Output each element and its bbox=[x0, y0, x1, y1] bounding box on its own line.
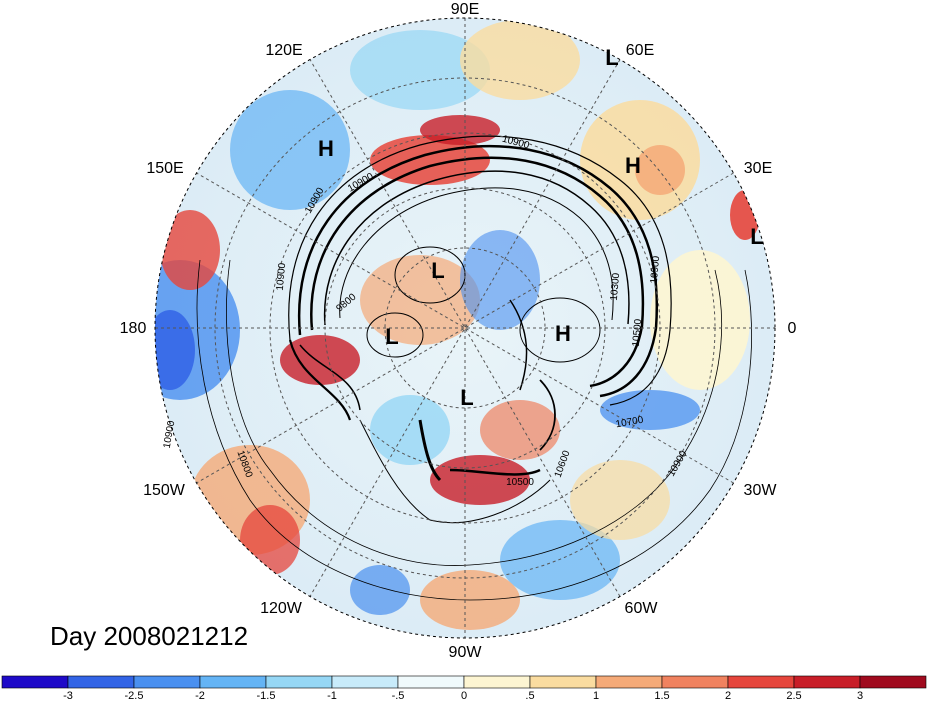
colorbar-tick-label: -1.5 bbox=[257, 690, 276, 702]
colorbar-swatch bbox=[397, 675, 465, 689]
contour-label: 10900 bbox=[162, 419, 178, 449]
colorbar-tick-label: 3 bbox=[857, 690, 863, 702]
colorbar-swatch bbox=[595, 675, 663, 689]
lon-label-150w: 150W bbox=[143, 482, 186, 499]
contour-label: 10300 bbox=[609, 272, 622, 301]
colorbar-tick-label: -.5 bbox=[392, 690, 405, 702]
colorbar-swatch bbox=[529, 675, 597, 689]
colorbar-tick-label: 0 bbox=[461, 690, 467, 702]
colorbar-swatch bbox=[199, 675, 267, 689]
low-center: L bbox=[460, 385, 473, 410]
lon-label-60e: 60E bbox=[626, 42, 654, 59]
low-center: L bbox=[750, 224, 763, 249]
lon-label-90e: 90E bbox=[451, 1, 479, 18]
pressure-centers: H H H L L L L L bbox=[318, 45, 764, 410]
colorbar-tick-label: 1 bbox=[593, 690, 599, 702]
colorbar-tick-label: -3 bbox=[63, 690, 73, 702]
lon-label-120e: 120E bbox=[265, 42, 302, 59]
lon-label-60w: 60W bbox=[625, 600, 659, 617]
contour-label: 10500 bbox=[631, 318, 644, 347]
colorbar-swatch bbox=[793, 675, 861, 689]
low-center: L bbox=[385, 324, 398, 349]
lon-label-180: 180 bbox=[120, 320, 147, 337]
colorbar-swatch bbox=[661, 675, 729, 689]
contour-label: 10900 bbox=[275, 262, 288, 291]
colorbar-tick-label: -1 bbox=[327, 690, 337, 702]
colorbar-swatch bbox=[331, 675, 399, 689]
high-center: H bbox=[625, 153, 641, 178]
colorbar-swatch bbox=[133, 675, 201, 689]
colorbar-tick-label: -2.5 bbox=[125, 690, 144, 702]
contour-label: 10900 bbox=[649, 255, 662, 284]
contour-label: 10500 bbox=[506, 477, 534, 488]
colorbar-tick-label: .5 bbox=[525, 690, 534, 702]
lon-label-0: 0 bbox=[788, 320, 797, 337]
high-center: H bbox=[318, 136, 334, 161]
graticule bbox=[155, 18, 775, 638]
high-center: H bbox=[555, 321, 571, 346]
lon-label-30e: 30E bbox=[744, 160, 772, 177]
colorbar-swatch bbox=[265, 675, 333, 689]
low-center: L bbox=[431, 258, 444, 283]
colorbar-swatch bbox=[463, 675, 531, 689]
lon-label-150e: 150E bbox=[146, 160, 183, 177]
colorbar-swatch bbox=[1, 675, 69, 689]
colorbar-swatch bbox=[727, 675, 795, 689]
map-boundary bbox=[154, 17, 776, 639]
longitude-labels: 90E 60E 30E 0 30W 60W 90W 120W 150W 180 … bbox=[120, 1, 797, 661]
colorbar-swatch bbox=[859, 675, 927, 689]
colorbar-tick-label: 1.5 bbox=[654, 690, 669, 702]
date-label: Day 2008021212 bbox=[50, 621, 248, 651]
colorbar-tick-label: 2.5 bbox=[786, 690, 801, 702]
colorbar-swatch bbox=[67, 675, 135, 689]
lon-label-30w: 30W bbox=[744, 482, 778, 499]
colorbar: -3 -2.5 -2 -1.5 -1 -.5 0 .5 1 1.5 2 2.5 3 bbox=[1, 675, 927, 702]
colorbar-tick-label: -2 bbox=[195, 690, 205, 702]
colorbar-tick-label: 2 bbox=[725, 690, 731, 702]
low-center: L bbox=[605, 45, 618, 70]
contour-label: 10700 bbox=[615, 415, 645, 431]
height-contours bbox=[196, 135, 752, 601]
lon-label-120w: 120W bbox=[260, 600, 303, 617]
lon-label-90w: 90W bbox=[449, 644, 483, 661]
anomaly-field bbox=[155, 18, 775, 638]
